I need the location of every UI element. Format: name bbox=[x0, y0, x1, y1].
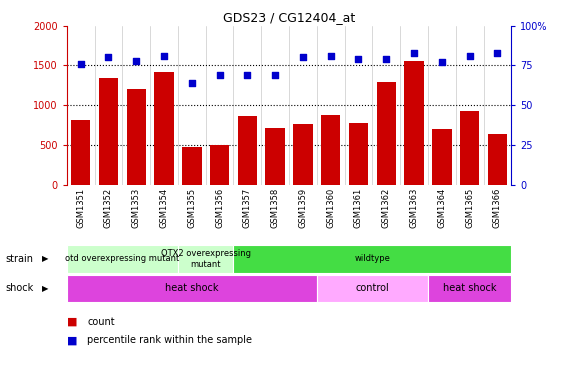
Text: GDS23 / CG12404_at: GDS23 / CG12404_at bbox=[223, 11, 355, 24]
Text: ■: ■ bbox=[67, 335, 77, 346]
Point bbox=[215, 72, 224, 78]
Bar bbox=[182, 147, 202, 185]
Bar bbox=[487, 134, 507, 185]
Point bbox=[410, 50, 419, 56]
Text: ■: ■ bbox=[67, 317, 77, 327]
Bar bbox=[71, 120, 91, 185]
Text: count: count bbox=[87, 317, 115, 327]
Point bbox=[298, 55, 307, 60]
Bar bbox=[238, 116, 257, 185]
Bar bbox=[293, 124, 313, 185]
Text: heat shock: heat shock bbox=[443, 283, 496, 293]
Bar bbox=[321, 115, 340, 185]
Point bbox=[465, 53, 474, 59]
Bar bbox=[266, 127, 285, 185]
Bar bbox=[178, 245, 234, 273]
Point bbox=[493, 50, 502, 56]
Text: shock: shock bbox=[6, 283, 34, 293]
Bar bbox=[432, 129, 451, 185]
Text: percentile rank within the sample: percentile rank within the sample bbox=[87, 335, 252, 346]
Text: OTX2 overexpressing
mutant: OTX2 overexpressing mutant bbox=[161, 249, 251, 269]
Bar bbox=[404, 61, 424, 185]
Point bbox=[187, 80, 196, 86]
Text: ▶: ▶ bbox=[42, 254, 48, 264]
Bar bbox=[67, 245, 178, 273]
Point bbox=[132, 58, 141, 64]
Point bbox=[243, 72, 252, 78]
Text: wildtype: wildtype bbox=[354, 254, 390, 264]
Point bbox=[159, 53, 168, 59]
Bar bbox=[210, 145, 229, 185]
Bar bbox=[317, 274, 428, 302]
Text: heat shock: heat shock bbox=[165, 283, 218, 293]
Point bbox=[271, 72, 280, 78]
Point bbox=[326, 53, 335, 59]
Bar bbox=[460, 111, 479, 185]
Point bbox=[437, 59, 446, 65]
Bar bbox=[376, 82, 396, 185]
Bar bbox=[127, 89, 146, 185]
Point bbox=[76, 61, 85, 67]
Bar bbox=[234, 245, 511, 273]
Text: ▶: ▶ bbox=[42, 284, 48, 293]
Point bbox=[354, 56, 363, 62]
Bar bbox=[349, 123, 368, 185]
Text: strain: strain bbox=[6, 254, 34, 264]
Bar bbox=[99, 78, 118, 185]
Bar bbox=[155, 72, 174, 185]
Bar bbox=[428, 274, 511, 302]
Point bbox=[382, 56, 391, 62]
Text: otd overexpressing mutant: otd overexpressing mutant bbox=[65, 254, 180, 264]
Text: control: control bbox=[356, 283, 389, 293]
Bar bbox=[67, 274, 317, 302]
Point bbox=[104, 55, 113, 60]
